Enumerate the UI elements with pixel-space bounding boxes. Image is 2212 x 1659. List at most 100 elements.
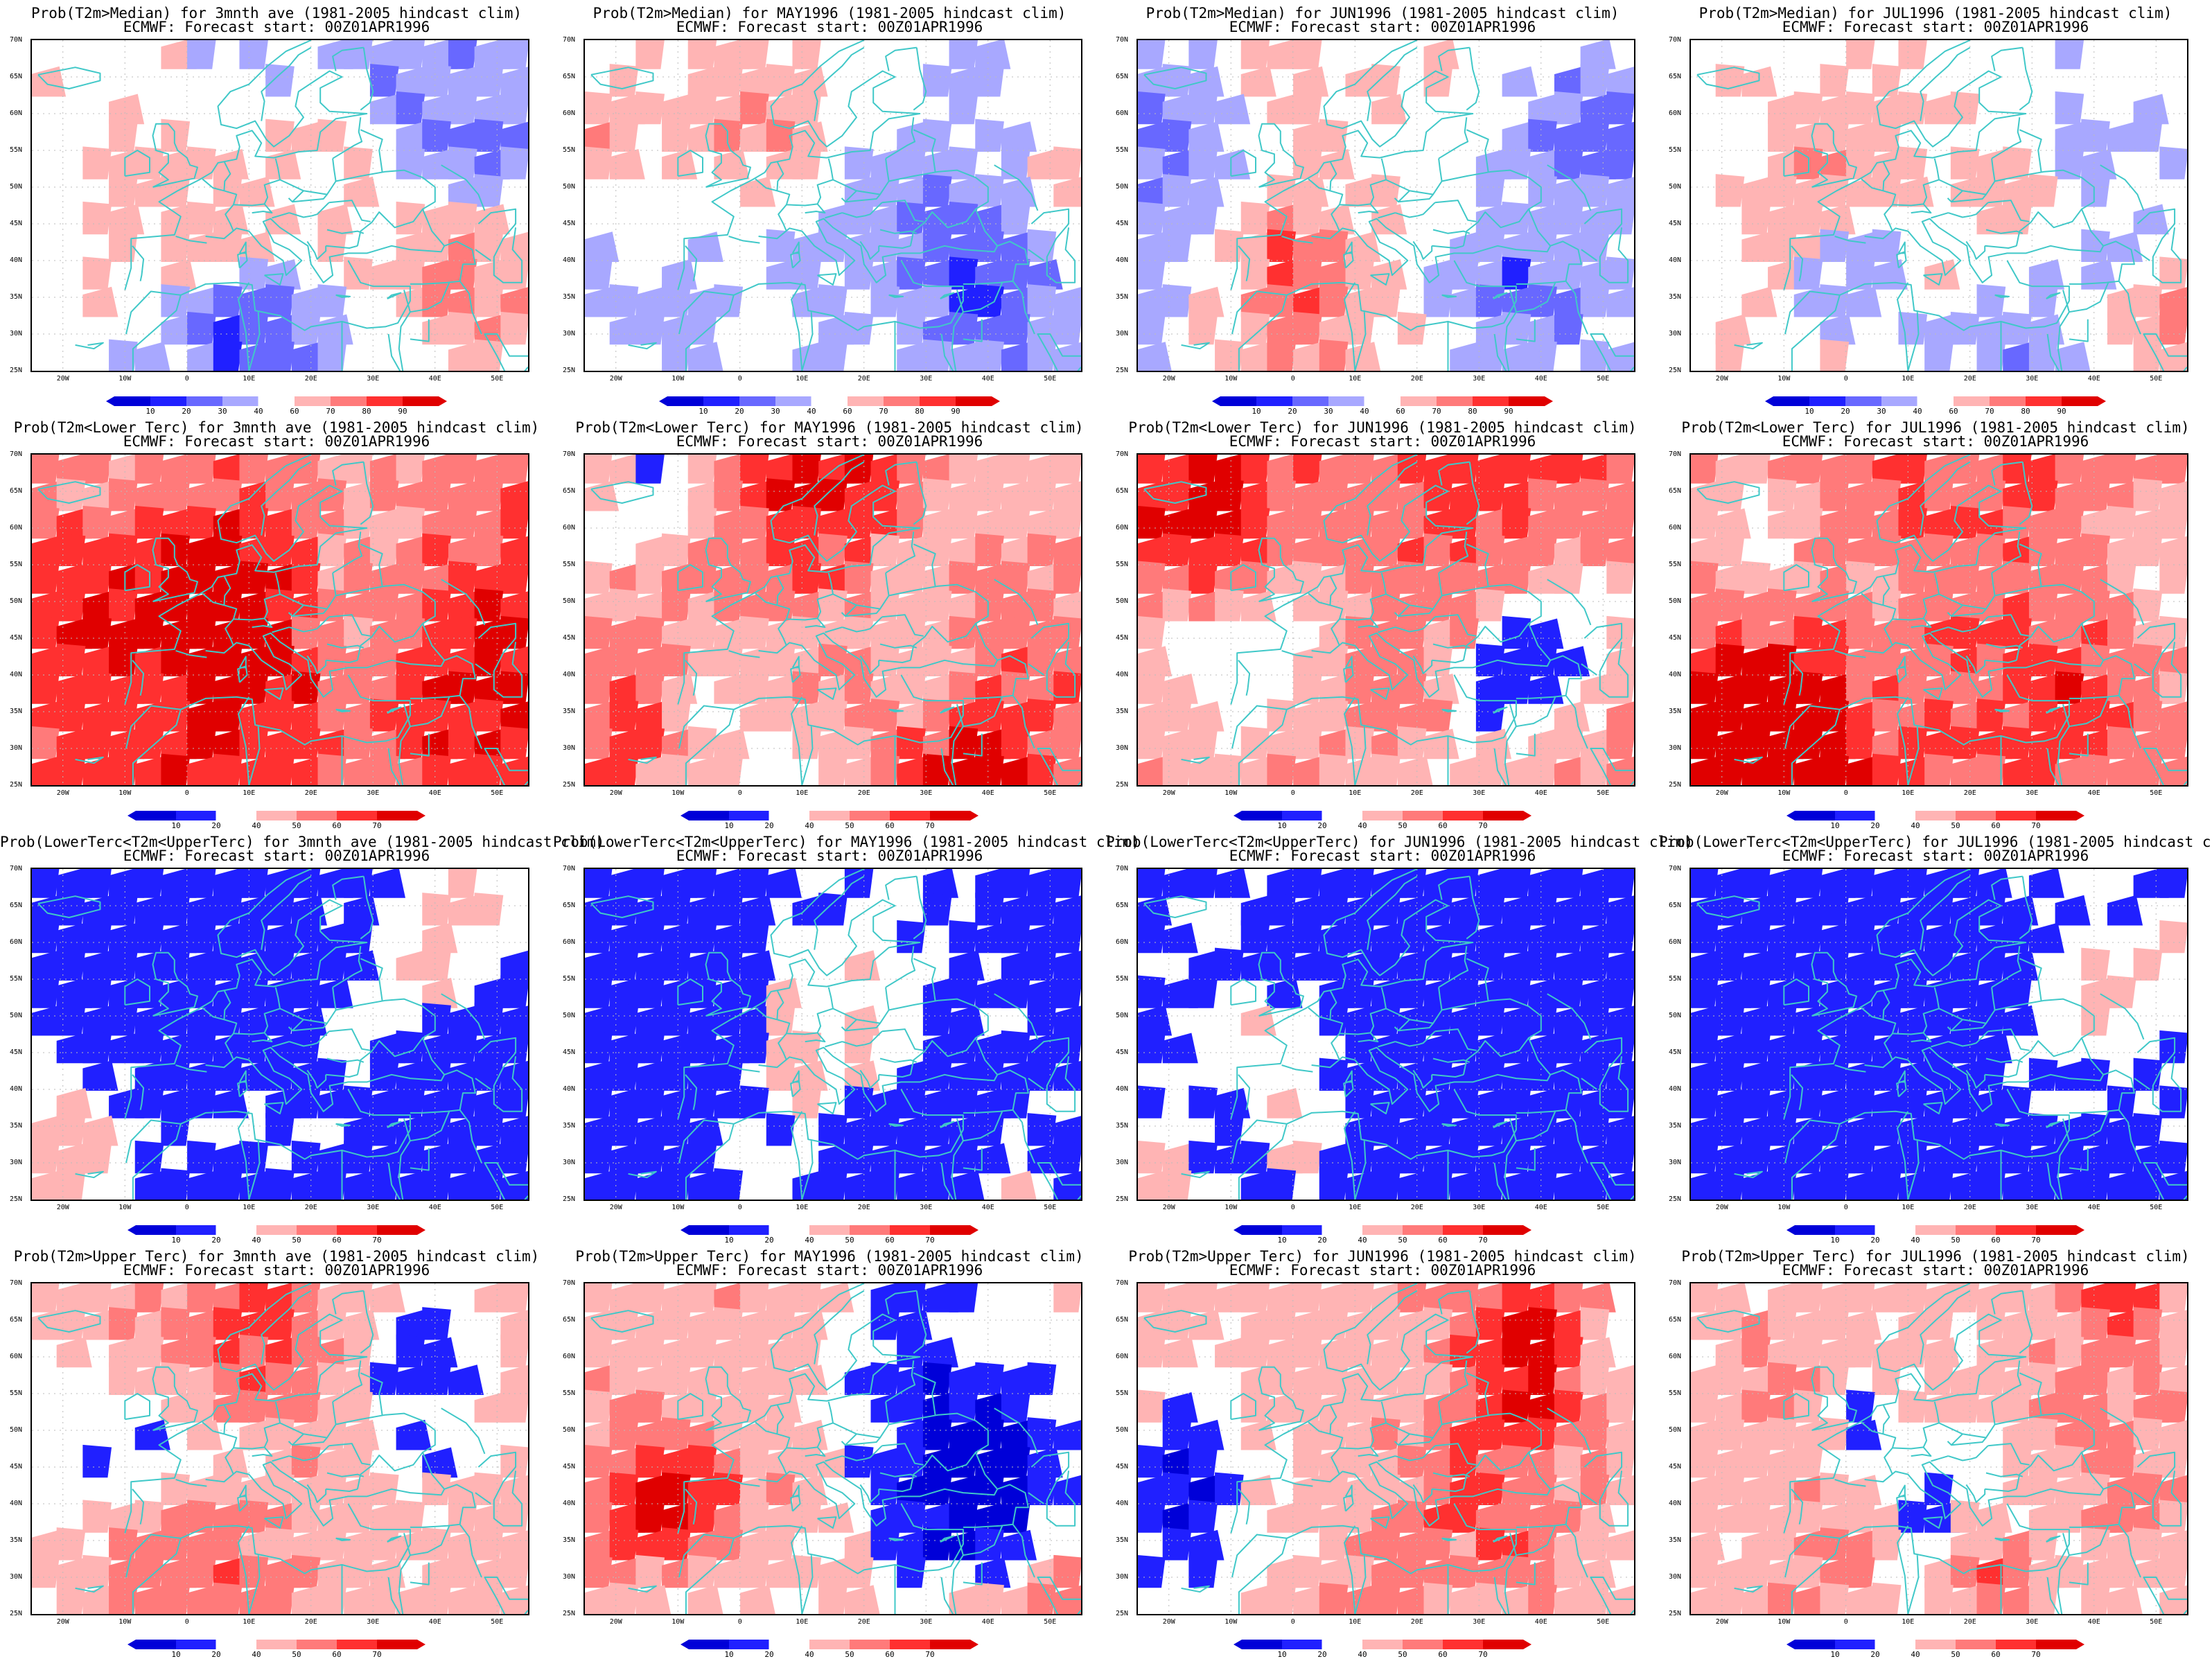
colorbar-swatch bbox=[1292, 396, 1328, 406]
probability-shading bbox=[1715, 40, 2187, 371]
shade-cell bbox=[291, 311, 321, 345]
coast-line bbox=[477, 1451, 523, 1527]
shade-cell bbox=[2003, 1334, 2032, 1368]
shade-cell bbox=[1715, 1113, 1745, 1146]
coast-line bbox=[677, 1393, 703, 1421]
coast-line bbox=[1012, 1109, 1035, 1164]
coast-line bbox=[1258, 537, 1304, 602]
shade-cell bbox=[1976, 1362, 2006, 1395]
shade-cell bbox=[161, 284, 191, 317]
coast-line bbox=[790, 1494, 801, 1512]
coast-line bbox=[1143, 67, 1207, 89]
shade-cell bbox=[2133, 753, 2163, 785]
map-area bbox=[30, 868, 529, 1201]
colorbar-swatch bbox=[890, 811, 930, 820]
coast-line bbox=[2100, 579, 2145, 626]
shade-cell bbox=[239, 975, 269, 1008]
shade-cell bbox=[1502, 1389, 1531, 1423]
coast-line bbox=[1920, 461, 1971, 536]
coast-line bbox=[441, 1407, 486, 1455]
lon-tick-label: 20W bbox=[609, 789, 622, 797]
coast-line bbox=[1432, 245, 1464, 249]
shade-cell bbox=[1950, 1554, 1980, 1588]
shade-cell bbox=[2028, 1472, 2058, 1505]
shade-cell bbox=[635, 1500, 665, 1533]
shade-cell bbox=[161, 643, 191, 676]
shade-cell bbox=[949, 950, 985, 981]
coast-line bbox=[1784, 674, 2070, 749]
shade-cell bbox=[1397, 1030, 1427, 1064]
shade-cell bbox=[1450, 505, 1479, 539]
coast-line bbox=[252, 617, 273, 629]
shade-cell bbox=[1475, 1168, 1505, 1200]
coast-line bbox=[202, 592, 238, 646]
lat-tick-label: 70N bbox=[1116, 865, 1129, 872]
lon-tick-label: 40E bbox=[2087, 1618, 2100, 1626]
map-panel: Prob(T2m>Median) for MAY1996 (1981-2005 … bbox=[553, 0, 1106, 415]
lon-tick-label: 10E bbox=[1349, 789, 1362, 797]
shade-cell bbox=[609, 1417, 639, 1450]
coast-line bbox=[678, 1503, 964, 1578]
shade-cell bbox=[1475, 588, 1505, 622]
shade-cell bbox=[949, 1005, 985, 1036]
coast-line bbox=[2019, 1290, 2033, 1354]
shade-cell bbox=[1820, 284, 1850, 317]
shade-cell bbox=[975, 533, 1004, 566]
shade-cell bbox=[422, 64, 451, 97]
shade-cell bbox=[1606, 67, 1634, 97]
coast-line bbox=[1783, 1393, 1809, 1421]
lon-tick-label: 20E bbox=[1963, 1618, 1976, 1626]
shade-cell bbox=[1691, 1085, 1719, 1118]
shade-cell bbox=[1872, 947, 1902, 981]
coast-line bbox=[1892, 987, 1940, 1035]
lon-tick-label: 50E bbox=[1597, 1618, 1610, 1626]
coast-line bbox=[963, 319, 983, 342]
coast-line bbox=[252, 1032, 273, 1043]
shade-cell bbox=[1475, 174, 1505, 207]
shade-cell bbox=[2081, 1168, 2110, 1200]
shade-cell bbox=[1267, 893, 1297, 926]
shade-cell bbox=[56, 1527, 86, 1561]
shade-cell bbox=[1820, 119, 1850, 152]
lat-tick-label: 50N bbox=[1116, 183, 1129, 191]
lat-tick-label: 40N bbox=[1116, 1085, 1129, 1093]
lat-tick-label: 55N bbox=[10, 1389, 23, 1397]
colorbar bbox=[128, 1225, 425, 1235]
coast-line bbox=[1037, 333, 1081, 371]
shade-cell bbox=[500, 975, 528, 1008]
lon-tick-label: 20W bbox=[1715, 789, 1728, 797]
shade-cell bbox=[2133, 1113, 2163, 1146]
shade-cell bbox=[1502, 66, 1538, 97]
shade-cell bbox=[1371, 478, 1401, 511]
lon-tick-label: 30E bbox=[2026, 375, 2039, 383]
coast-line bbox=[292, 1433, 304, 1446]
shade-cell bbox=[2133, 284, 2163, 317]
shade-cell bbox=[1606, 1530, 1634, 1561]
map-area bbox=[1136, 1282, 1635, 1615]
map-area bbox=[1136, 39, 1635, 372]
coast-line bbox=[1734, 1585, 1763, 1593]
shade-cell bbox=[635, 561, 665, 594]
shade-cell bbox=[1027, 1362, 1057, 1395]
lat-tick-label: 55N bbox=[1116, 975, 1129, 983]
coast-line bbox=[264, 273, 284, 286]
shade-cell bbox=[1293, 1500, 1322, 1533]
coast-line bbox=[306, 240, 327, 260]
coast-line bbox=[1434, 1443, 1477, 1466]
lat-tick-label: 45N bbox=[10, 1048, 23, 1056]
lat-tick-label: 55N bbox=[1116, 561, 1129, 568]
shade-cell bbox=[56, 533, 86, 566]
colorbar-tick-label: 10 bbox=[171, 1236, 181, 1245]
shade-cell bbox=[1267, 699, 1297, 732]
coast-line bbox=[1923, 1102, 1943, 1114]
coast-line bbox=[1308, 592, 1344, 646]
shade-cell bbox=[585, 455, 613, 484]
shade-cell bbox=[2159, 1310, 2187, 1340]
shade-cell bbox=[1345, 1030, 1375, 1064]
shade-cell bbox=[448, 561, 477, 594]
lat-tick-label: 45N bbox=[1116, 220, 1129, 227]
shade-cell bbox=[1138, 506, 1166, 539]
shade-cell bbox=[1846, 1283, 1875, 1313]
shade-cell bbox=[1691, 506, 1719, 539]
shade-cell bbox=[1898, 869, 1927, 898]
